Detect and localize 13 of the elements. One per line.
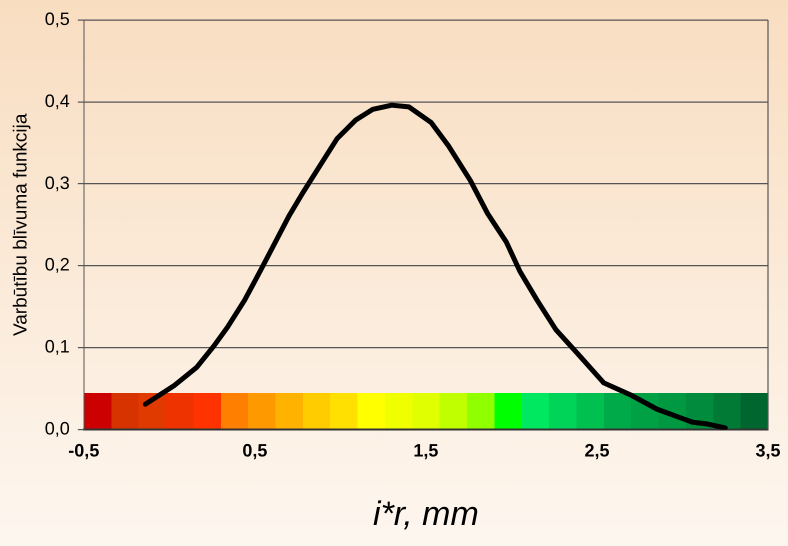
x-tick-label: -0,5 [68, 440, 100, 460]
y-tick-label: 0,3 [44, 172, 70, 193]
y-tick-label: 0,5 [44, 8, 70, 29]
y-tick-label: 0,2 [44, 254, 70, 275]
y-axis-title: Varbūtību blīvuma funkcija [10, 113, 32, 336]
x-tick-label: 3,5 [755, 440, 781, 460]
y-tick-label: 0,0 [44, 418, 70, 439]
x-tick-label: 2,5 [584, 440, 610, 460]
x-tick-label: 0,5 [242, 440, 268, 460]
y-tick-label: 0,1 [44, 336, 70, 357]
x-axis-title: i*r, mm [373, 495, 479, 534]
y-tick-label: 0,4 [44, 90, 70, 111]
x-tick-label: 1,5 [413, 440, 438, 460]
